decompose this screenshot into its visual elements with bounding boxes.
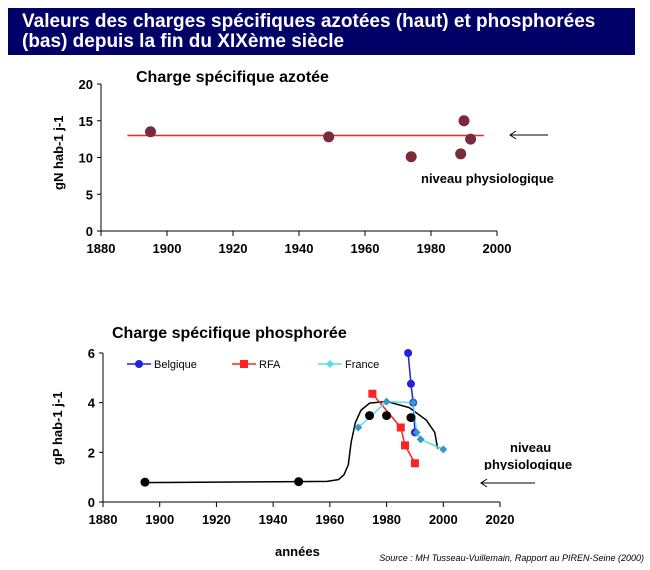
data-point-france [439, 445, 448, 454]
data-point-rfa [368, 389, 377, 398]
x-tick-label: 1900 [145, 512, 174, 527]
data-point [406, 413, 416, 423]
legend-label: RFA [259, 359, 281, 371]
y-tick-label: 20 [79, 77, 93, 92]
annotation-nitrogen: niveau physiologique [421, 171, 554, 186]
y-tick-label: 5 [86, 187, 93, 202]
x-tick-label: 1940 [259, 512, 288, 527]
legend-label: France [345, 359, 379, 371]
data-point [458, 115, 470, 127]
legend-label: Belgique [154, 359, 197, 371]
trend-line [142, 400, 439, 484]
x-tick-label: 1960 [315, 512, 344, 527]
x-tick-label: 2000 [483, 241, 512, 256]
source-note: Source : MH Tusseau-Vuillemain, Rapport … [379, 553, 644, 563]
x-tick-label: 1900 [153, 241, 182, 256]
chart-title-nitrogen: Charge spécifique azotée [136, 69, 329, 86]
data-point-rfa [401, 441, 410, 450]
x-tick-label: 2000 [429, 512, 458, 527]
data-point [145, 126, 156, 138]
x-tick-label: 1960 [351, 241, 380, 256]
x-tick-label: 1980 [417, 241, 446, 256]
data-point-france [354, 423, 363, 432]
data-point-belgique [404, 349, 413, 357]
data-point [455, 148, 467, 160]
data-point [140, 477, 150, 487]
data-point-france [409, 398, 418, 407]
y-axis-label-phosphorus: gP hab-1 j-1 [50, 392, 65, 465]
legend-marker [326, 360, 334, 368]
y-tick-label: 4 [88, 396, 96, 411]
data-point-rfa [410, 459, 419, 468]
x-tick-label: 1920 [219, 241, 248, 256]
y-tick-label: 15 [79, 114, 93, 129]
annotation-phosphorus: niveau physiologique [484, 440, 572, 472]
data-point [382, 411, 392, 421]
data-point [323, 131, 335, 143]
legend-marker [135, 360, 143, 368]
series-line-rfa [371, 393, 416, 464]
data-point-france [416, 435, 425, 444]
x-tick-label: 1940 [285, 241, 314, 256]
x-tick-label: 1880 [87, 241, 116, 256]
chart-title-phosphorus: Charge spécifique phosphorée [112, 325, 347, 342]
y-tick-label: 2 [88, 445, 95, 460]
x-tick-label: 1980 [372, 512, 401, 527]
data-point-france [412, 428, 421, 437]
x-axis-label-phosphorus: années [275, 544, 320, 559]
data-point [465, 133, 477, 145]
data-point-belgique [406, 379, 415, 388]
data-point-rfa [396, 423, 405, 432]
y-tick-label: 6 [88, 346, 95, 361]
slide-title: Valeurs des charges spécifiques azotées … [8, 8, 635, 55]
x-tick-label: 1880 [89, 512, 118, 527]
x-tick-label: 2020 [486, 512, 515, 527]
data-point-france [382, 397, 391, 406]
y-tick-label: 0 [86, 224, 93, 239]
y-tick-label: 10 [79, 151, 93, 166]
data-point [294, 477, 304, 487]
x-tick-label: 1920 [202, 512, 231, 527]
data-point [405, 151, 417, 163]
data-point [365, 411, 375, 421]
arrow-head-icon [509, 130, 517, 140]
y-axis-label-nitrogen: gN hab-1 j-1 [51, 116, 66, 190]
arrow-head-icon [480, 478, 488, 488]
legend-marker [240, 360, 248, 368]
y-tick-label: 0 [88, 495, 95, 510]
